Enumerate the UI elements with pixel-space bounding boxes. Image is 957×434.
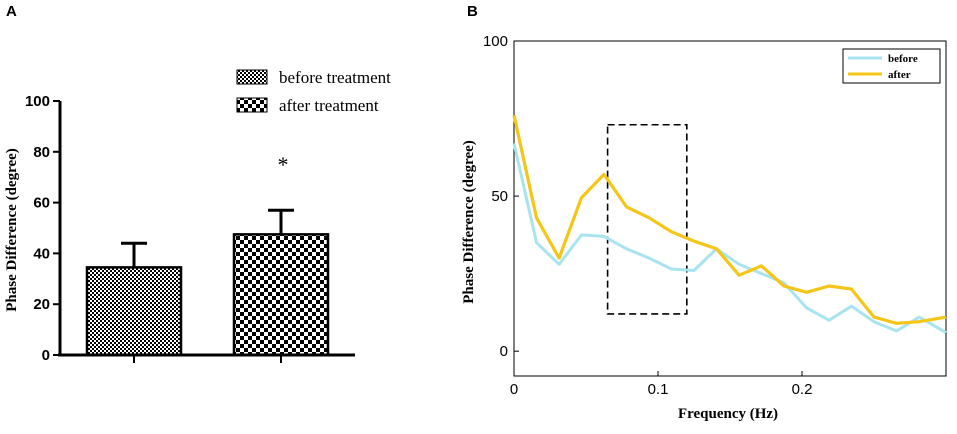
bar-after-treatment <box>232 233 330 357</box>
panel-b-x-tick-label: 0 <box>510 381 518 398</box>
panel-b-y-tick-label: 100 <box>483 33 508 50</box>
panel-b: B Phase Difference (degree) Frequency (H… <box>461 3 947 422</box>
panel-a-y-tick-label: 60 <box>33 195 50 212</box>
panel-b-x-tick-label: 0.1 <box>648 381 669 398</box>
panel-a-letter: A <box>6 3 17 20</box>
panel-a-bars <box>85 233 330 357</box>
panel-a-y-tick-label: 80 <box>33 144 50 161</box>
significance-marker: * <box>278 152 289 177</box>
panel-b-plot-frame <box>513 40 947 377</box>
panel-a: A Phase Difference (degree) 0 20 40 60 80 100… <box>4 3 391 364</box>
legend-label-after-treatment: after treatment <box>279 96 379 115</box>
panel-b-y-tick-label: 0 <box>500 343 508 360</box>
legend-label-before-treatment: before treatment <box>279 68 391 87</box>
panel-b-x-ticks: 0 0.1 0.2 <box>510 371 813 398</box>
panel-b-x-axis-label: Frequency (Hz) <box>678 406 778 422</box>
panel-a-y-tick-label: 0 <box>42 347 50 364</box>
panel-a-legend: before treatment after treatment <box>236 68 391 115</box>
panel-b-series <box>512 115 947 334</box>
series-line-before <box>512 143 947 334</box>
panel-a-y-ticks: 0 20 40 60 80 100 <box>25 93 60 364</box>
panel-a-y-tick-label: 100 <box>25 93 50 110</box>
panel-b-legend: before after <box>842 48 941 84</box>
panel-b-letter: B <box>467 3 478 20</box>
panel-a-y-axis-label: Phase Difference (degree) <box>4 148 20 312</box>
panel-a-y-tick-label: 40 <box>33 245 50 262</box>
legend-label-after: after <box>888 69 911 81</box>
panel-a-error-bars <box>121 208 294 268</box>
highlight-box <box>606 123 688 315</box>
panel-b-y-axis-label: Phase Difference (degree) <box>461 140 477 304</box>
panel-b-y-tick-label: 50 <box>491 188 508 205</box>
legend-swatch-after-treatment <box>236 97 268 113</box>
panel-a-y-tick-label: 20 <box>33 296 50 313</box>
panel-b-legend-box <box>842 48 941 84</box>
legend-swatch-before-treatment <box>236 69 268 85</box>
panel-b-x-tick-label: 0.2 <box>792 381 813 398</box>
bar-before-treatment <box>85 266 183 357</box>
legend-label-before: before <box>888 53 918 65</box>
panel-b-y-ticks: 0 50 100 <box>483 33 519 360</box>
series-line-after <box>512 115 947 325</box>
